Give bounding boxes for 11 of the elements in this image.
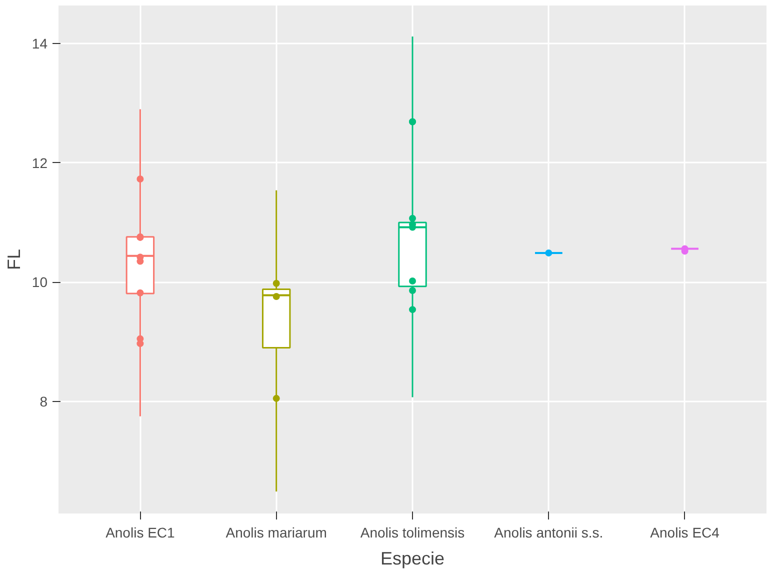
x-tick-label: Anolis EC1 [106,524,176,540]
y-tick-label: 14 [32,36,48,52]
x-tick-label: Anolis mariarum [226,524,327,540]
x-axis-title: Especie [380,548,445,568]
y-tick-label: 12 [32,154,48,171]
y-tick-label: 8 [40,393,48,410]
x-tick-label: Anolis EC4 [650,524,720,540]
x-tick-label: Anolis antonii s.s. [494,524,604,540]
y-axis-title: FL [4,248,24,270]
x-tick-label: Anolis tolimensis [360,524,465,540]
y-tick-label: 10 [32,274,48,290]
